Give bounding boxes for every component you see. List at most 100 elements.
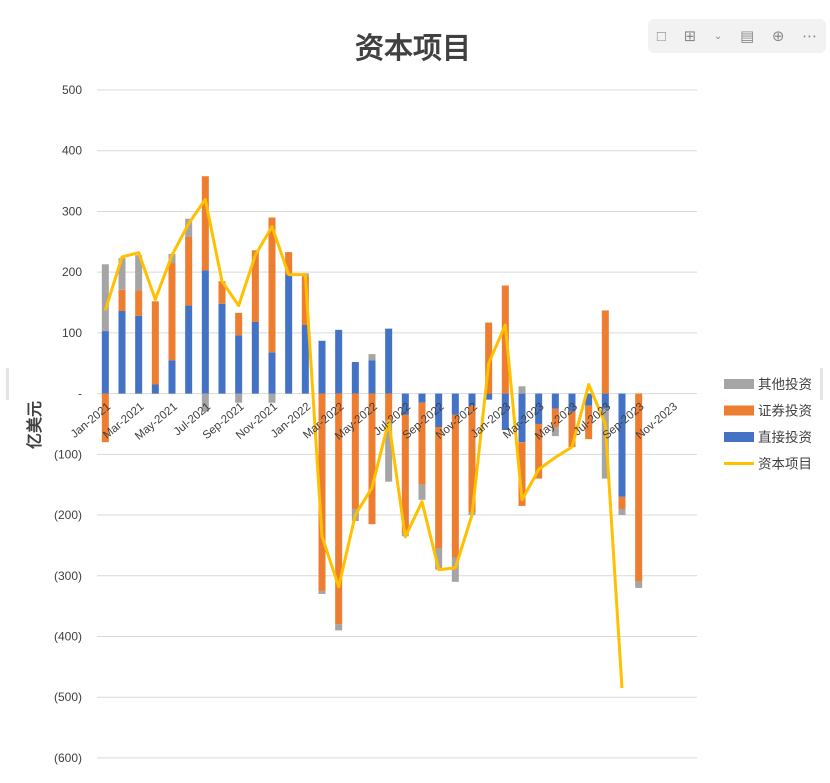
more-icon[interactable]: ⋯ [802,28,818,45]
bar-直接投资 [301,324,309,394]
bar-直接投资 [118,311,126,394]
bar-证券投资 [201,176,209,271]
bar-其他投资 [635,581,643,588]
bar-其他投资 [101,264,109,332]
bar-证券投资 [235,312,243,336]
download-icon[interactable]: ⊕ [771,28,785,45]
bar-证券投资 [601,310,609,394]
bar-证券投资 [585,405,593,440]
bar-证券投资 [218,281,226,304]
legend-label: 其他投资 [758,377,812,393]
legend-swatch [724,432,754,442]
bar-其他投资 [335,624,343,631]
bar-证券投资 [518,442,526,506]
bar-直接投资 [401,393,409,415]
bar-证券投资 [385,393,393,421]
y-tick-label: 100 [62,326,82,340]
y-tick-label: (500) [54,690,82,704]
bar-其他投资 [118,258,126,290]
legend-swatch [724,379,754,389]
bar-其他投资 [435,548,443,570]
align-icon[interactable]: ⊞ [683,28,697,45]
bar-其他投资 [235,393,243,403]
bar-直接投资 [151,384,159,394]
bar-直接投资 [351,362,359,394]
y-tick-label: 300 [62,204,82,218]
bar-证券投资 [418,402,426,485]
bar-直接投资 [318,340,326,394]
bar-证券投资 [351,393,359,509]
bar-证券投资 [151,301,159,385]
bar-其他投资 [518,386,526,394]
bar-证券投资 [535,423,543,479]
bar-其他投资 [418,484,426,500]
bar-证券投资 [285,252,293,275]
bar-其他投资 [185,218,193,237]
legend-label: 直接投资 [758,429,812,446]
bar-证券投资 [335,393,343,625]
bar-直接投资 [468,393,476,406]
line-series [103,197,624,689]
y-tick-label: (200) [54,508,82,522]
bar-证券投资 [251,250,259,322]
bar-直接投资 [185,305,193,394]
comment-icon[interactable]: □ [656,27,666,45]
layout-icon[interactable]: ▤ [739,28,755,45]
bar-直接投资 [485,393,493,400]
bar-证券投资 [185,236,193,306]
bar-其他投资 [451,557,459,582]
bar-直接投资 [218,303,226,394]
bar-其他投资 [135,255,143,291]
chart-title: 资本项目 [355,31,471,65]
bar-证券投资 [318,393,326,591]
bar-证券投资 [268,217,276,353]
chart-toolbar: □ ⊞ ⌄ ▤ ⊕ ⋯ [648,19,826,53]
y-axis: 500 400 300 200 100 - (100) (200) (300) (400) (500… [54,83,82,765]
bar-直接投资 [285,274,293,394]
scroll-handle-right[interactable] [820,368,823,400]
bar-其他投资 [385,420,393,482]
bar-证券投资 [435,426,443,549]
bar-直接投资 [251,321,259,394]
y-tick-label: (400) [54,629,82,643]
bar-证券投资 [168,263,176,361]
bar-直接投资 [568,393,576,412]
bar-直接投资 [335,329,343,394]
bar-直接投资 [201,270,209,394]
bar-直接投资 [101,331,109,394]
bar-直接投资 [268,352,276,394]
bar-证券投资 [485,322,493,394]
bar-证券投资 [451,414,459,558]
bar-其他投资 [368,354,376,361]
y-tick-label: - [78,387,82,401]
bar-直接投资 [501,393,509,431]
bar-其他投资 [318,590,326,594]
bar-证券投资 [635,393,643,582]
y-tick-label: 500 [62,83,82,97]
bar-直接投资 [585,393,593,406]
bar-证券投资 [101,393,109,443]
y-tick-label: (300) [54,569,82,583]
bar-其他投资 [268,393,276,403]
bar-证券投资 [401,414,409,534]
bar-证券投资 [118,289,126,312]
chevron-down-icon[interactable]: ⌄ [713,30,723,42]
bar-其他投资 [551,426,559,437]
legend-label: 资本项目 [758,457,812,473]
bar-证券投资 [551,408,559,427]
y-tick-label: 200 [62,265,82,279]
bars [101,176,643,631]
y-tick-label: 400 [62,144,82,158]
bar-直接投资 [168,360,176,394]
bar-直接投资 [601,393,609,409]
legend-swatch [724,405,754,416]
bar-证券投资 [368,393,376,525]
y-tick-label: (600) [54,751,82,765]
bar-直接投资 [418,393,426,403]
bar-直接投资 [451,393,459,415]
bar-证券投资 [468,405,476,513]
scroll-handle-left[interactable] [6,368,9,400]
y-tick-label: (100) [54,447,82,461]
bar-证券投资 [301,276,309,325]
